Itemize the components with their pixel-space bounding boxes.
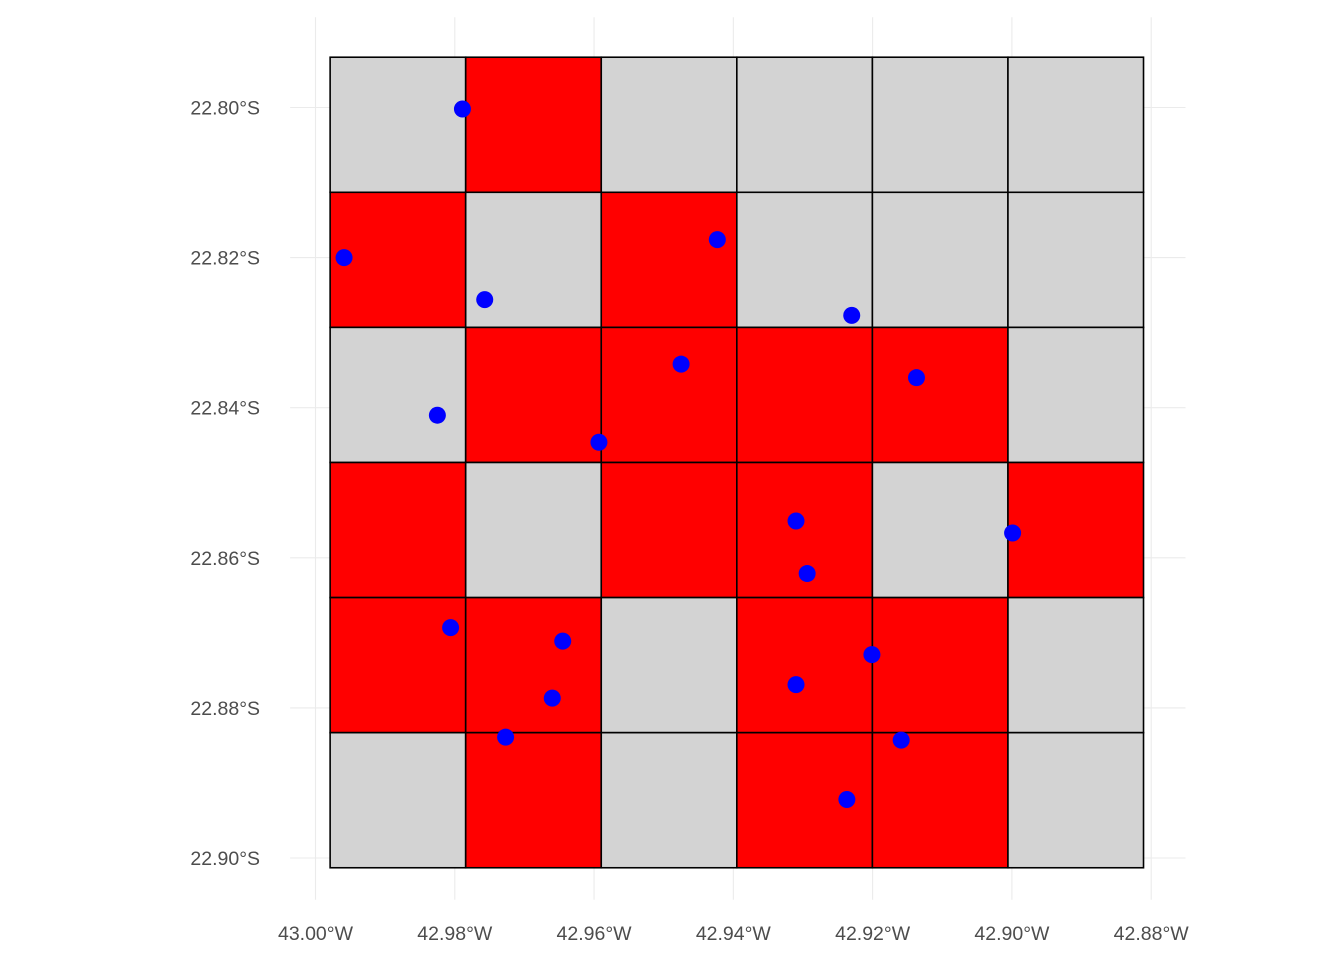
- grid-cell-r0-c1: [464, 56, 603, 194]
- grid-cells: [329, 56, 1145, 869]
- grid-cell-r2-c2: [600, 326, 738, 464]
- data-point-3: [476, 291, 494, 309]
- grid-cell-r0-c2: [600, 56, 738, 194]
- y-axis-tick-labels: 22.80°S 22.82°S 22.84°S 22.86°S 22.88°S 22.90…: [190, 98, 260, 871]
- grid-cell-r0-c3: [736, 56, 874, 194]
- grid-cell-r1-c2: [600, 191, 738, 329]
- grid-cell-r5-c4: [871, 731, 1009, 869]
- y-tick-label-1: 22.82°S: [190, 248, 260, 270]
- grid-cell-r4-c3: [736, 596, 874, 734]
- grid-cell-r5-c5: [1007, 731, 1145, 869]
- x-tick-label-0: 43.00°W: [278, 923, 354, 945]
- data-point-0: [453, 100, 471, 118]
- x-tick-label-3: 42.94°W: [696, 923, 772, 945]
- x-tick-label-1: 42.98°W: [417, 923, 493, 945]
- data-point-10: [1004, 524, 1022, 542]
- grid-cell-r1-c3: [736, 191, 874, 329]
- data-point-16: [543, 689, 561, 707]
- grid-cell-r2-c4: [871, 326, 1009, 464]
- grid-cell-r2-c1: [464, 326, 603, 464]
- x-tick-label-6: 42.88°W: [1114, 923, 1190, 945]
- data-point-12: [442, 619, 460, 637]
- grid-cell-r3-c0: [329, 461, 467, 599]
- data-point-17: [497, 728, 515, 746]
- grid-cell-r5-c2: [600, 731, 738, 869]
- grid-cell-r1-c5: [1007, 191, 1145, 329]
- grid-cell-r0-c5: [1007, 56, 1145, 194]
- grid-cell-r4-c2: [600, 596, 738, 734]
- grid-cell-r5-c1: [464, 731, 603, 869]
- grid-cell-r0-c0: [329, 56, 467, 194]
- grid-cell-r3-c1: [464, 461, 603, 599]
- grid-cell-r4-c5: [1007, 596, 1145, 734]
- grid-cell-r1-c0: [329, 191, 467, 329]
- data-point-18: [892, 731, 910, 749]
- data-point-15: [787, 676, 805, 694]
- data-point-1: [335, 249, 353, 267]
- data-point-6: [907, 369, 925, 387]
- grid-cell-r3-c2: [600, 461, 738, 599]
- x-tick-label-5: 42.90°W: [974, 923, 1050, 945]
- y-tick-label-3: 22.86°S: [190, 548, 260, 570]
- y-tick-label-0: 22.80°S: [190, 98, 260, 120]
- point-layer: [335, 100, 1022, 808]
- grid-cell-r4-c1: [464, 596, 603, 734]
- grid-cell-r1-c4: [871, 191, 1009, 329]
- data-point-19: [838, 790, 856, 808]
- grid-cell-r3-c5: [1007, 461, 1145, 599]
- grid-cell-r3-c4: [871, 461, 1009, 599]
- data-point-13: [554, 632, 572, 650]
- data-point-5: [672, 355, 690, 373]
- x-tick-label-2: 42.96°W: [557, 923, 633, 945]
- y-tick-label-5: 22.90°S: [190, 848, 260, 870]
- grid-cell-r4-c4: [871, 596, 1009, 734]
- grid-cell-r0-c4: [871, 56, 1009, 194]
- x-axis-tick-labels: 43.00°W 42.98°W 42.96°W 42.94°W 42.92°W 42.90…: [278, 923, 1189, 945]
- grid-cell-r2-c3: [736, 326, 874, 464]
- data-point-9: [787, 512, 805, 530]
- grid-cell-r4-c0: [329, 596, 467, 734]
- data-point-14: [863, 646, 881, 664]
- data-point-11: [798, 565, 816, 583]
- x-tick-label-4: 42.92°W: [835, 923, 911, 945]
- y-tick-label-4: 22.88°S: [190, 698, 260, 720]
- data-point-7: [428, 406, 446, 424]
- data-point-4: [843, 306, 861, 324]
- grid-cell-r2-c5: [1007, 326, 1145, 464]
- y-tick-label-2: 22.84°S: [190, 398, 260, 420]
- grid-cell-r5-c0: [329, 731, 467, 869]
- data-point-2: [708, 231, 726, 249]
- data-point-8: [590, 433, 608, 451]
- grid-cell-r2-c0: [329, 326, 467, 464]
